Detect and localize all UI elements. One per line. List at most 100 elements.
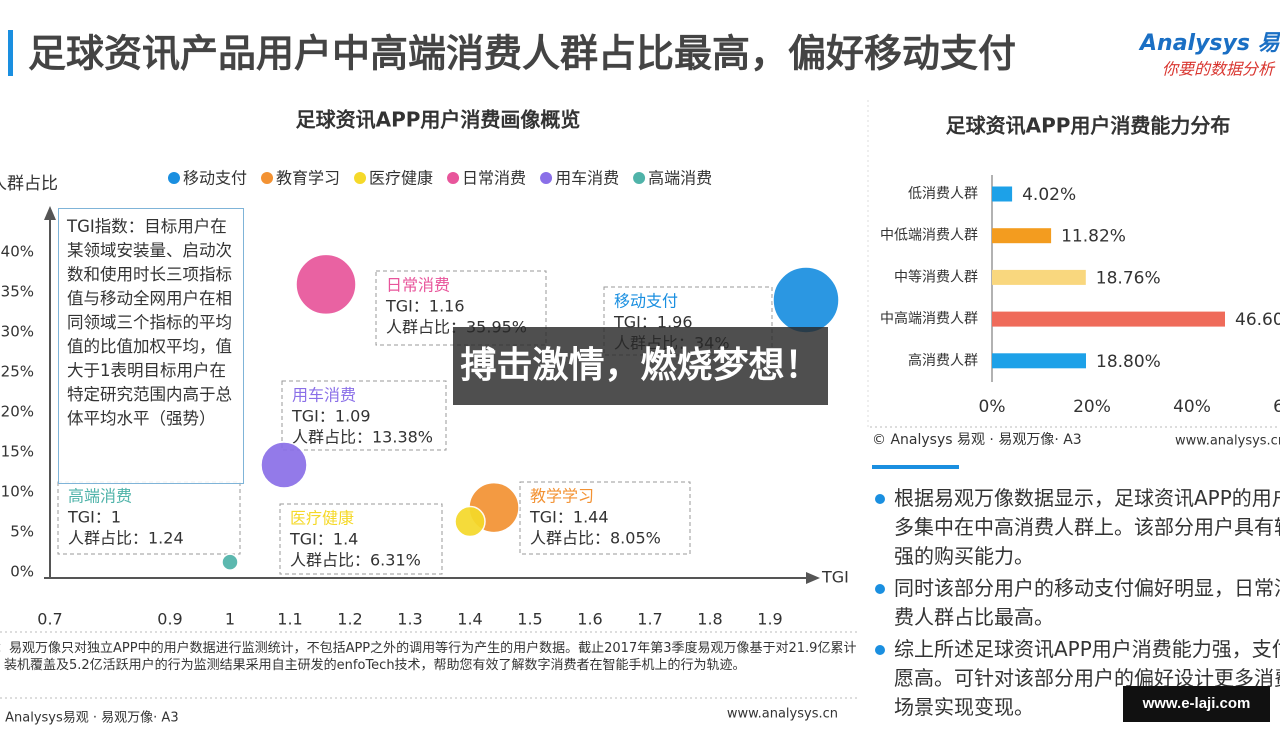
chart-title: 足球资讯APP用户消费能力分布	[946, 114, 1231, 138]
category-label: 低消费人群	[908, 186, 978, 202]
x-tick-label: 1.4	[457, 610, 482, 629]
source: © Analysys易观 · 易观万像· A3	[0, 711, 179, 726]
legend-label: 用车消费	[555, 169, 619, 188]
legend-swatch	[540, 172, 553, 184]
y-tick-label: 5%	[10, 523, 34, 541]
site: www.analysys.cn	[727, 707, 838, 722]
x-tick-label: 0%	[979, 397, 1006, 417]
category-label: 中高端消费人群	[880, 310, 978, 327]
legend-label: 高端消费	[648, 169, 712, 188]
bullet-list: 根据易观万像数据显示，足球资讯APP的用户更多集中在中高消费人群上。该部分用户具…	[872, 484, 1280, 725]
x-tick-label: 1.5	[517, 610, 542, 629]
bubble	[260, 441, 308, 489]
value-label: 4.02%	[1022, 185, 1076, 205]
annotation-box	[519, 481, 691, 555]
x-tick-label: 20%	[1073, 397, 1111, 417]
y-tick-label: 20%	[1, 403, 34, 421]
y-tick-label: 30%	[1, 323, 34, 341]
x-tick-label: 1.3	[397, 610, 422, 629]
y-tick-label: 35%	[1, 283, 34, 301]
y-tick-label: 15%	[1, 443, 34, 461]
annotation-title: 移动支付	[614, 292, 678, 311]
bar	[992, 228, 1052, 244]
annotation-title: 用车消费	[292, 386, 356, 405]
x-tick-label: 1	[225, 610, 235, 629]
y-tick-label: 0%	[10, 563, 34, 581]
slide-title: 足球资讯产品用户中高端消费人群占比最高，偏好移动支付	[28, 32, 1016, 76]
x-tick-label: 1.2	[337, 610, 362, 629]
y-tick-label: 40%	[1, 243, 34, 261]
annotation-box	[603, 286, 773, 356]
data-note: 说明：易观万像只对独立APP中的用户数据进行监测统计，不包括APP之外的调用等行…	[0, 641, 857, 673]
bubble	[772, 266, 840, 334]
y-tick-label: 10%	[1, 483, 34, 501]
accent-line	[872, 465, 959, 469]
x-tick-label: 40%	[1173, 397, 1211, 417]
y-arrow	[44, 206, 56, 220]
title-bar	[8, 30, 13, 76]
legend-swatch	[633, 172, 646, 184]
x-tick-label: 60%	[1273, 397, 1280, 417]
annotation-x: TGI：1.4	[289, 530, 358, 549]
value-label: 11.82%	[1061, 227, 1126, 247]
legend-label: 移动支付	[183, 169, 247, 188]
x-tick-label: 1.6	[577, 610, 602, 629]
source: © Analysys 易观 · 易观万像· A3	[872, 432, 1082, 448]
value-label: 46.60%	[1235, 310, 1280, 330]
annotation-value: 人群占比：8.05%	[530, 529, 661, 548]
annotation-value: 人群占比：13.38%	[292, 428, 433, 447]
value-label: 18.76%	[1096, 268, 1161, 288]
legend-swatch	[168, 172, 180, 184]
x-axis-label: TGI	[821, 568, 849, 587]
annotation-box	[279, 503, 443, 575]
annotation-title: 教学学习	[530, 487, 594, 506]
legend-swatch	[261, 172, 274, 184]
y-axis-label: 人群占比	[0, 174, 58, 194]
annotation-value: 人群占比：6.31%	[290, 551, 421, 570]
annotation-x: TGI：1.44	[529, 508, 609, 527]
annotation-x: TGI：1.96	[613, 313, 693, 332]
category-label: 中低端消费人群	[880, 228, 978, 244]
logo: Analysys 易观	[1138, 31, 1280, 56]
bullet: 根据易观万像数据显示，足球资讯APP的用户更多集中在中高消费人群上。该部分用户具…	[872, 484, 1280, 571]
tgi-note: TGI指数：目标用户在某领域安装量、启动次数和使用时长三项指标值与移动全网用户在…	[58, 208, 244, 484]
annotation-value: 人群占比：1.24	[68, 529, 184, 548]
legend-swatch	[354, 172, 367, 184]
bullet: 同时该部分用户的移动支付偏好明显，日常消费人群占比最高。	[872, 574, 1280, 632]
bar	[992, 311, 1225, 327]
x-tick-label: 0.7	[37, 610, 62, 629]
x-tick-label: 1.8	[697, 610, 722, 629]
category-label: 中等消费人群	[894, 268, 978, 285]
x-tick-label: 0.9	[157, 610, 182, 629]
bar	[992, 186, 1013, 202]
x-tick-label: 1.9	[757, 610, 782, 629]
legend-label: 日常消费	[462, 169, 526, 188]
value-label: 18.80%	[1096, 352, 1161, 372]
slogan: 你要的数据分析	[1162, 60, 1276, 79]
annotation-title: 高端消费	[68, 487, 132, 506]
category-label: 高消费人群	[908, 352, 978, 369]
x-tick-label: 1.1	[277, 610, 302, 629]
y-tick-label: 25%	[1, 363, 34, 381]
bubble	[454, 505, 486, 538]
x-arrow	[806, 572, 820, 584]
legend-swatch	[447, 172, 460, 184]
x-tick-label: 1.7	[637, 610, 662, 629]
annotation-title: 日常消费	[386, 276, 450, 295]
bubble	[221, 553, 239, 571]
annotation-x: TGI：1	[67, 508, 121, 527]
bar	[992, 353, 1086, 369]
legend-label: 教育学习	[276, 169, 340, 188]
annotation-x: TGI：1.09	[291, 407, 371, 426]
bar	[992, 269, 1086, 285]
watermark: www.e-laji.com	[1123, 686, 1270, 722]
bubble	[295, 253, 357, 316]
annotation-title: 医疗健康	[290, 509, 354, 528]
annotation-box	[281, 380, 447, 451]
overlay-banner: 搏击激情，燃烧梦想！	[453, 327, 828, 405]
legend-label: 医疗健康	[369, 169, 433, 188]
chart-title: 足球资讯APP用户消费画像概览	[296, 108, 581, 132]
site: www.analysys.cn	[1175, 434, 1280, 449]
